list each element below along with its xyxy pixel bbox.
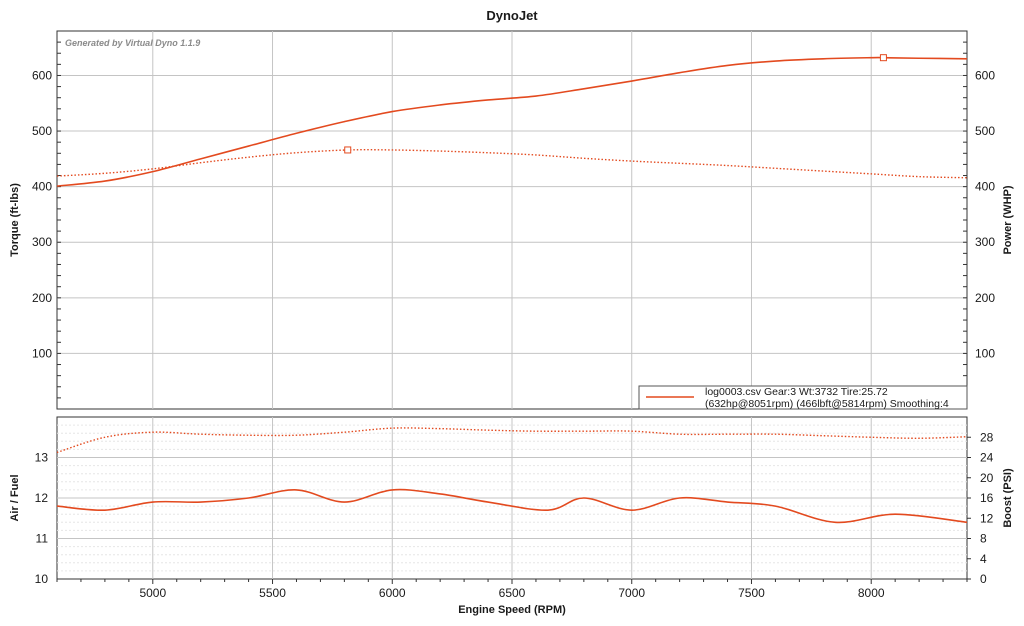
- bottom-grid: [57, 417, 967, 579]
- rpm-tick-label: 6500: [499, 586, 526, 600]
- rpm-tick-label: 5000: [139, 586, 166, 600]
- boost-tick-label: 4: [980, 552, 987, 566]
- boost-tick-label: 24: [980, 451, 994, 465]
- rpm-tick-label: 8000: [858, 586, 885, 600]
- boost-tick-label: 28: [980, 430, 994, 444]
- rpm-tick-label: 7500: [738, 586, 765, 600]
- top-grid: [57, 31, 967, 409]
- chart-title: DynoJet: [486, 8, 538, 23]
- boost-tick-label: 0: [980, 572, 987, 586]
- afr-tick-label: 13: [35, 451, 49, 465]
- torque-curve: [56, 149, 968, 179]
- power-tick-label: 300: [975, 235, 995, 249]
- power-tick-label: 200: [975, 291, 995, 305]
- power-tick-label: 500: [975, 124, 995, 138]
- top-series: [56, 54, 968, 187]
- power-curve-peak-marker: [879, 54, 887, 62]
- torque-tick-label: 600: [32, 68, 52, 82]
- bottom-series: [56, 427, 968, 524]
- torque-curve-peak-marker: [344, 146, 352, 154]
- afr-curve: [56, 488, 968, 524]
- torque-axis-label: Torque (ft-lbs): [9, 183, 21, 257]
- legend-line-2: (632hp@8051rpm) (466lbft@5814rpm) Smooth…: [705, 398, 949, 410]
- power-axis-label: Power (WHP): [1002, 185, 1014, 254]
- torque-tick-label: 300: [32, 235, 52, 249]
- rpm-axis-ticks: 5000 5500 6000 6500 7000 7500 8000: [56, 579, 968, 600]
- torque-tick-label: 400: [32, 180, 52, 194]
- rpm-tick-label: 6000: [379, 586, 406, 600]
- rpm-tick-label: 5500: [259, 586, 286, 600]
- watermark-text: Generated by Virtual Dyno 1.1.9: [65, 38, 200, 48]
- rpm-axis-label: Engine Speed (RPM): [458, 604, 566, 616]
- afr-axis-label: Air / Fuel: [9, 474, 21, 521]
- power-tick-label: 400: [975, 180, 995, 194]
- legend-line-1: log0003.csv Gear:3 Wt:3732 Tire:25.72: [705, 386, 888, 398]
- afr-tick-label: 12: [35, 491, 49, 505]
- boost-tick-label: 16: [980, 491, 994, 505]
- power-tick-label: 100: [975, 346, 995, 360]
- power-axis-ticks: 100 200 300 400 500 600: [963, 41, 995, 399]
- boost-axis-label: Boost (PSI): [1002, 468, 1014, 528]
- afr-tick-label: 11: [36, 532, 49, 546]
- power-curve: [56, 56, 968, 187]
- torque-power-panel: 100 200 300 400 500 600 100 200 300 400 500 600 Ge…: [9, 30, 1014, 410]
- boost-tick-label: 20: [980, 471, 994, 485]
- afr-tick-label: 10: [35, 572, 49, 586]
- power-tick-label: 600: [975, 68, 995, 82]
- afr-boost-panel: 10 11 12 13 0 4 8 12 16 20 24 28 5000 5500 6000 6500 7…: [9, 416, 1014, 616]
- rpm-tick-label: 7000: [618, 586, 645, 600]
- torque-axis-ticks: 100 200 300 400 500 600: [32, 41, 61, 399]
- legend: log0003.csv Gear:3 Wt:3732 Tire:25.72 (6…: [638, 385, 968, 410]
- boost-tick-label: 12: [980, 511, 994, 525]
- boost-axis-ticks: 0 4 8 12 16 20 24 28: [967, 430, 994, 586]
- torque-tick-label: 200: [32, 291, 52, 305]
- torque-tick-label: 100: [32, 346, 52, 360]
- boost-tick-label: 8: [980, 532, 987, 546]
- legend-box: [638, 385, 968, 410]
- afr-axis-ticks: 10 11 12 13: [35, 451, 49, 587]
- torque-tick-label: 500: [32, 124, 52, 138]
